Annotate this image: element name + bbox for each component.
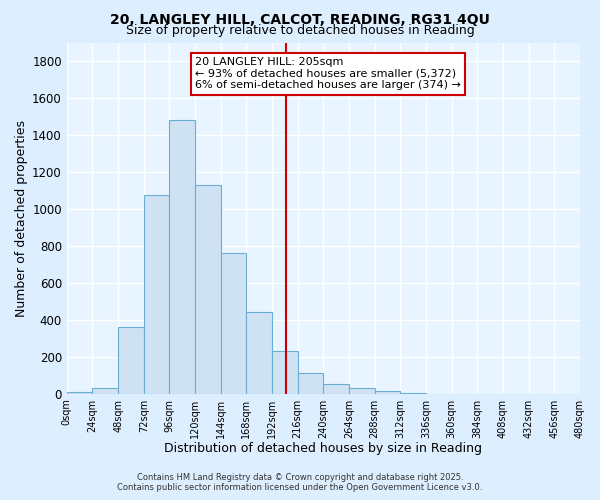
Y-axis label: Number of detached properties: Number of detached properties [15, 120, 28, 316]
Bar [298, 374, 323, 394]
Bar [118, 327, 144, 394]
Bar [247, 312, 272, 394]
Bar [400, 393, 426, 394]
Text: 20 LANGLEY HILL: 205sqm
← 93% of detached houses are smaller (5,372)
6% of semi-: 20 LANGLEY HILL: 205sqm ← 93% of detache… [195, 58, 461, 90]
Bar [272, 351, 298, 394]
Text: 20, LANGLEY HILL, CALCOT, READING, RG31 4QU: 20, LANGLEY HILL, CALCOT, READING, RG31 … [110, 12, 490, 26]
Text: Contains HM Land Registry data © Crown copyright and database right 2025.
Contai: Contains HM Land Registry data © Crown c… [118, 473, 482, 492]
Bar [195, 185, 221, 394]
Bar [221, 253, 247, 394]
Text: Size of property relative to detached houses in Reading: Size of property relative to detached ho… [125, 24, 475, 37]
Bar [169, 120, 195, 394]
Bar [375, 391, 400, 394]
Bar [349, 388, 375, 394]
Bar [92, 388, 118, 394]
Bar [67, 392, 92, 394]
Bar [323, 384, 349, 394]
Bar [144, 195, 169, 394]
X-axis label: Distribution of detached houses by size in Reading: Distribution of detached houses by size … [164, 442, 482, 455]
